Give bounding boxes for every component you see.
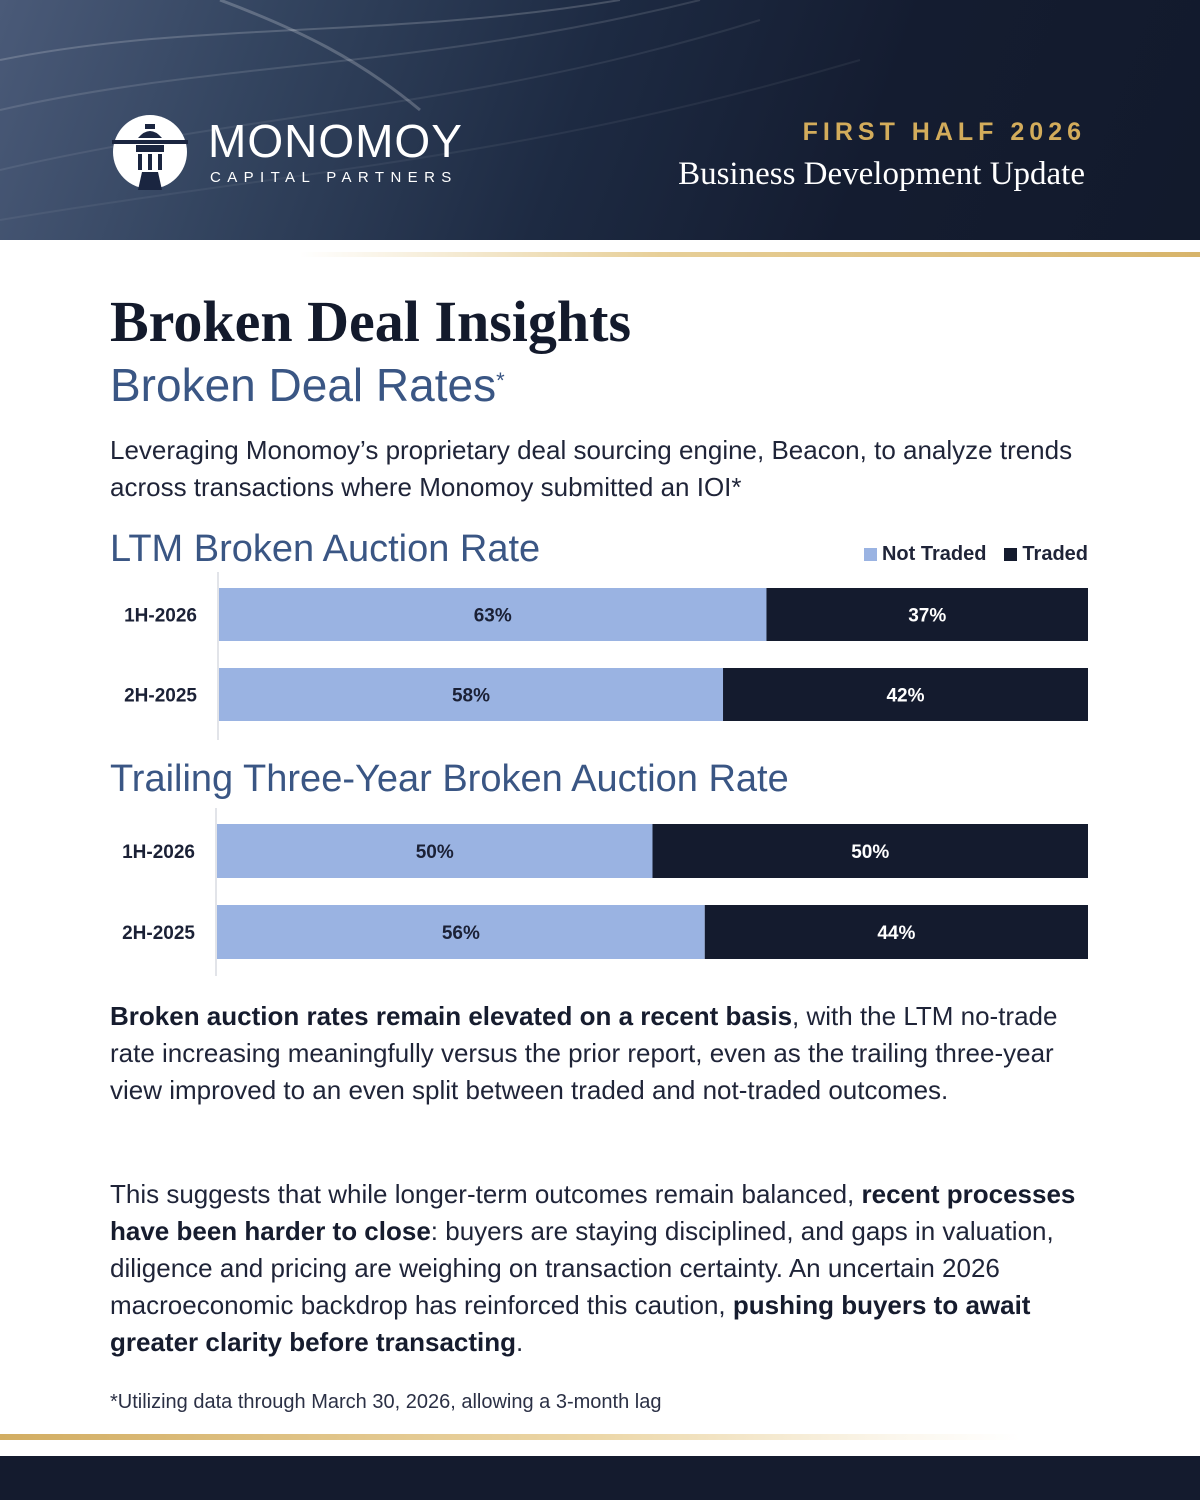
gold-divider-bottom xyxy=(0,1434,1200,1440)
analysis-paragraph-2: This suggests that while longer-term out… xyxy=(110,1176,1095,1361)
subtitle-text: Broken Deal Rates xyxy=(110,359,497,411)
chart-three-year-svg: 1H-2026 50% 50% 2H-2025 56% 44% xyxy=(122,808,1088,976)
subtitle-footnote-mark: * xyxy=(496,368,505,393)
bar-value-label: 63% xyxy=(474,606,512,627)
bar-value-label: 42% xyxy=(886,686,924,707)
paragraph-2-bold-1: recent processes have been harder to clo… xyxy=(110,1179,1076,1246)
report-period: FIRST HALF 2026 xyxy=(802,118,1086,146)
header-wave-pattern xyxy=(0,0,861,221)
chart-title-three-year: Trailing Three-Year Broken Auction Rate xyxy=(110,758,789,800)
category-label: 2H-2025 xyxy=(122,923,195,944)
chart-title-ltm: LTM Broken Auction Rate xyxy=(110,528,541,570)
bar-value-label: 37% xyxy=(908,606,946,627)
bar-value-label: 50% xyxy=(851,842,889,863)
legend-swatch-not-traded xyxy=(863,548,877,561)
intro-text: Leveraging Monomoy’s proprietary deal so… xyxy=(110,435,1073,502)
bar-value-label: 56% xyxy=(442,923,480,944)
page-title: Broken Deal Insights xyxy=(110,289,632,354)
brand-subtitle: CAPITAL PARTNERS xyxy=(210,169,458,186)
brand-name: MONOMOY xyxy=(208,115,463,167)
bar-segment-traded xyxy=(652,824,1088,878)
category-label: 2H-2025 xyxy=(124,686,197,707)
bar-segment-traded xyxy=(766,588,1088,641)
bar-segment-not-traded xyxy=(217,905,705,959)
chart-three-year-broken-auction-rate: 1H-2026 50% 50% 2H-2025 56% 44% xyxy=(0,808,1200,978)
lighthouse-logo-icon xyxy=(112,115,188,190)
header-banner: MONOMOY CAPITAL PARTNERS FIRST HALF 2026… xyxy=(0,0,1200,240)
gold-divider-top xyxy=(300,252,1200,257)
bar-value-label: 50% xyxy=(416,842,454,863)
bar-segment-not-traded xyxy=(217,824,653,878)
bar-segment-not-traded xyxy=(219,668,724,721)
paragraph-1-text: , with the LTM no-trade rate increasing … xyxy=(110,1001,1058,1105)
footer-bar xyxy=(0,1456,1200,1500)
page-subtitle: Broken Deal Rates* xyxy=(110,360,505,410)
bar-segment-traded xyxy=(704,905,1088,959)
paragraph-2-bold-2: pushing buyers to await greater clarity … xyxy=(110,1290,1031,1357)
legend-item-not-traded: Not Traded xyxy=(863,543,987,566)
legend-item-traded: Traded xyxy=(1004,543,1088,566)
bar-value-label: 58% xyxy=(452,686,490,707)
legend-swatch-traded xyxy=(1004,548,1018,561)
category-label: 1H-2026 xyxy=(122,842,195,863)
analysis-paragraph-1: Broken auction rates remain elevated on … xyxy=(110,998,1095,1109)
bar-segment-not-traded xyxy=(219,588,767,641)
footnote: *Utilizing data through March 30, 2026, … xyxy=(110,1391,662,1413)
paragraph-1-bold-lead: Broken auction rates remain elevated on … xyxy=(110,1001,793,1031)
paragraph-2-text-2: : buyers are staying disciplined, and ga… xyxy=(110,1216,1054,1320)
paragraph-2-text-1: This suggests that while longer-term out… xyxy=(110,1179,862,1209)
chart-ltm-broken-auction-rate: 1H-2026 63% 37% 2H-2025 58% 42% xyxy=(0,572,1200,742)
bar-value-label: 44% xyxy=(877,923,915,944)
document-type: Business Development Update xyxy=(678,156,1085,192)
chart-ltm-svg: 1H-2026 63% 37% 2H-2025 58% 42% xyxy=(124,572,1088,740)
legend-label-traded: Traded xyxy=(1022,543,1088,565)
bar-segment-traded xyxy=(723,668,1088,721)
category-label: 1H-2026 xyxy=(124,606,197,627)
chart-legend: Not Traded Traded xyxy=(863,543,1088,566)
paragraph-2-text-3: . xyxy=(516,1327,524,1357)
legend-label-not-traded: Not Traded xyxy=(881,543,987,565)
